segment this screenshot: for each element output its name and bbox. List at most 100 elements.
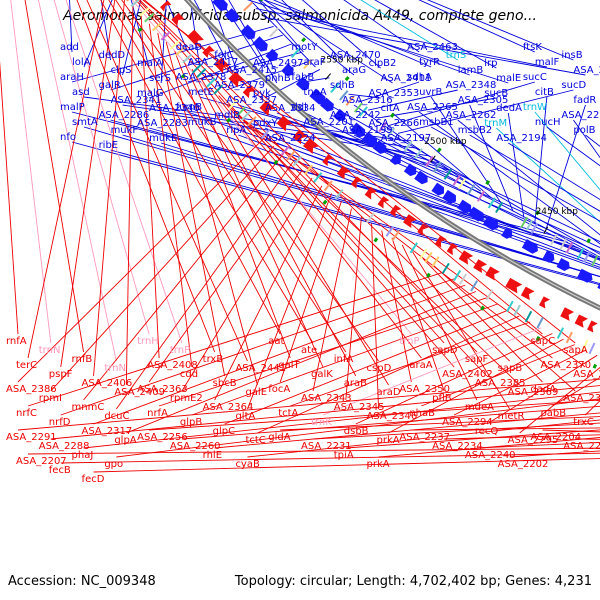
gene-label[interactable]: dsbB [344, 426, 369, 437]
gene-label[interactable]: ASA_2256 [137, 432, 188, 443]
gene-label[interactable]: trnK [311, 417, 332, 428]
gene-label[interactable]: ASA_2379 [214, 80, 265, 91]
gene-label[interactable]: tnaA [303, 87, 326, 98]
gene-label[interactable]: add [60, 42, 79, 53]
gene-label[interactable]: rnfB [72, 354, 93, 365]
gene-label[interactable]: trnH [137, 336, 159, 347]
gene-label[interactable]: glpC [213, 426, 235, 437]
gene-label[interactable]: uvrB [419, 87, 442, 98]
gene-label[interactable]: nhaB [409, 408, 435, 419]
gene-label[interactable]: ASA_2340 [149, 103, 200, 114]
gene-label[interactable]: rpmE2 [170, 393, 203, 404]
gene-label[interactable]: ASA_2497 [253, 58, 304, 69]
gene-label[interactable]: sapA [563, 345, 588, 356]
gene-label[interactable]: msbB1 [419, 117, 454, 128]
gene-label[interactable]: rhlE [203, 450, 222, 461]
gene-label[interactable]: nrfA [147, 408, 168, 419]
gene-label[interactable]: tctC [245, 435, 265, 446]
gene-label[interactable]: phaJ [72, 450, 94, 461]
gene-label[interactable]: smtA [72, 117, 98, 128]
gene-label[interactable]: ASA_2363 [137, 384, 188, 395]
gene-label[interactable]: clpB2 [369, 58, 397, 69]
gene-label[interactable]: pflB [432, 393, 452, 404]
gene-label[interactable]: ASA_2417 [188, 57, 239, 68]
gene-label[interactable]: ate [301, 345, 317, 356]
gene-label[interactable]: lamB [458, 65, 484, 76]
gene-label[interactable]: polB [573, 125, 595, 136]
gene-label[interactable]: citB [535, 87, 554, 98]
gene-label[interactable]: trnN [39, 345, 61, 356]
gene-label[interactable]: ASA_2378 [176, 72, 227, 83]
gene-label[interactable]: nfo [60, 132, 76, 143]
gene-label[interactable]: mukE [149, 133, 177, 144]
gene-label[interactable]: malE [496, 73, 521, 84]
gene-label[interactable]: ASA_2371 [573, 369, 600, 380]
gene-label[interactable]: trxC [573, 417, 594, 428]
gene-label[interactable]: dcuC [104, 411, 129, 422]
gene-label[interactable]: sbcB [213, 378, 237, 389]
gene-label[interactable]: deaD [176, 42, 203, 53]
gene-label[interactable]: recQ [475, 426, 499, 437]
gene-label[interactable]: sucC [523, 72, 547, 83]
gene-label[interactable]: ASA_2470 [330, 50, 381, 61]
gene-label[interactable]: araD [377, 387, 401, 398]
gene-label[interactable]: gltA [235, 411, 255, 422]
gene-label[interactable]: dadA [530, 384, 556, 395]
gene-label[interactable]: nucH [535, 117, 561, 128]
gene-label[interactable]: malG [137, 88, 163, 99]
gene-label[interactable]: ASA_2385 [475, 378, 526, 389]
gene-label[interactable]: serS [149, 73, 171, 84]
gene-label[interactable]: galR [99, 80, 121, 91]
gene-label[interactable]: ASA_2237 [399, 432, 450, 443]
gene-label[interactable]: cyaB [235, 459, 260, 470]
gene-label[interactable]: msbB2 [458, 125, 493, 136]
gene-label[interactable]: sucB [484, 88, 508, 99]
gene-label[interactable]: ASA_2341 [111, 95, 162, 106]
gene-label[interactable]: trnN [104, 363, 126, 374]
gene-label[interactable]: ASA_2337 [226, 95, 277, 106]
gene-label[interactable]: ASA_2305 [458, 95, 509, 106]
gene-label[interactable]: fabB [291, 72, 314, 83]
gene-label[interactable]: ASA_2441 [235, 363, 286, 374]
gene-label[interactable]: fumB [176, 102, 203, 113]
gene-label[interactable]: sucD [561, 80, 586, 91]
gene-label[interactable]: tctA [278, 408, 298, 419]
gene-label[interactable]: galK [311, 369, 333, 380]
gene-label[interactable]: ASA_2199 [342, 125, 393, 136]
gene-label[interactable]: malF [535, 57, 560, 68]
gene-label[interactable]: prkA [367, 459, 390, 470]
gene-label[interactable]: ASA_2370 [540, 360, 591, 371]
gene-label[interactable]: ASA_2295 [508, 435, 559, 446]
gene-label[interactable]: ASA_2345 [334, 402, 385, 413]
gene-label[interactable]: rlpA [226, 125, 246, 136]
gene-label[interactable]: ASA_2346 [367, 411, 418, 422]
gene-label[interactable]: infA [334, 354, 354, 365]
gene-label[interactable]: sdhA [407, 72, 432, 83]
gene-label[interactable]: dedD [99, 50, 126, 61]
gene-label[interactable]: ASA_2266 [369, 118, 420, 129]
gene-label[interactable]: ASA_2294 [442, 417, 493, 428]
gene-label[interactable]: ASA_2194 [496, 133, 547, 144]
gene-label[interactable]: ribE [99, 140, 119, 151]
gene-label[interactable]: sapF [465, 354, 489, 365]
gene-label[interactable]: araG [342, 65, 366, 76]
gene-label[interactable]: trnM [484, 118, 507, 129]
gene-label[interactable]: ASA_2386 [6, 384, 57, 395]
gene-label[interactable]: malP [60, 102, 85, 113]
gene-label[interactable]: ftsK [523, 42, 542, 53]
gene-label[interactable]: ASA_2316 [342, 95, 393, 106]
gene-label[interactable]: sdhB [330, 80, 355, 91]
gene-label[interactable]: ASA_2240 [465, 450, 516, 461]
gene-label[interactable]: ASA_2350 [399, 384, 450, 395]
gene-label[interactable]: ASA_2336 [563, 393, 600, 404]
gene-label[interactable]: ASA_2317 [82, 426, 133, 437]
gene-label[interactable]: ASA_2231 [301, 441, 352, 452]
gene-label[interactable]: lolA [72, 57, 91, 68]
gene-label[interactable]: ASA_2260 [170, 441, 221, 452]
gene-label[interactable]: ASA_2364 [203, 402, 254, 413]
gene-label[interactable]: ASA_2406 [82, 378, 133, 389]
gene-label[interactable]: phhB [265, 73, 291, 84]
gene-label[interactable]: araA [409, 360, 432, 371]
gene-label[interactable]: pabB [540, 408, 566, 419]
gene-label[interactable]: tpiA [334, 450, 354, 461]
